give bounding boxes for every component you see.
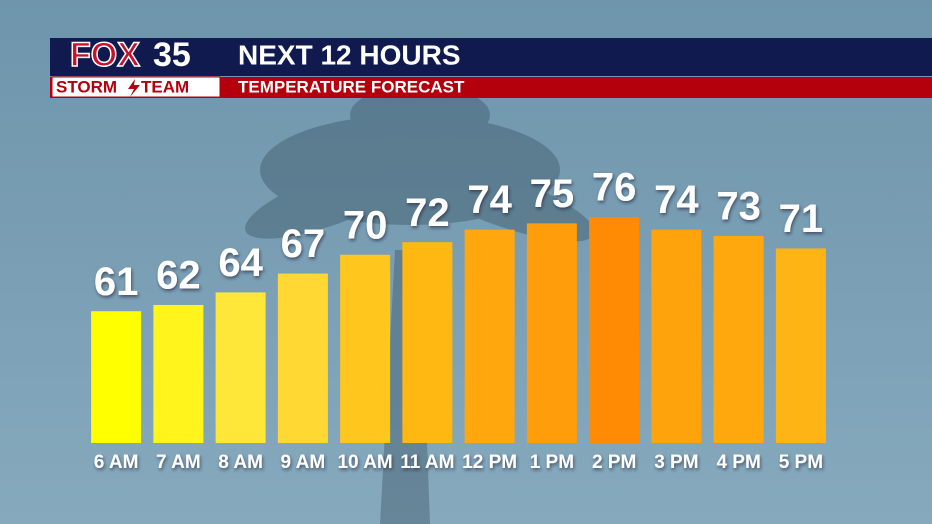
bar [402,242,453,443]
bar [215,292,266,443]
x-tick-label: 11 AM [400,452,454,473]
value-label: 74 [467,178,512,222]
x-tick-label: 6 AM [94,452,139,473]
x-tick-label: 3 PM [654,452,698,473]
value-label: 64 [218,241,263,285]
x-tick-label: 5 PM [779,452,823,473]
x-tick-label: 2 PM [592,452,636,473]
chart-subtitle: TEMPERATURE FORECAST [238,77,465,96]
bar [713,235,764,443]
value-label: 62 [156,254,201,298]
bar [651,229,702,443]
bar [589,217,640,443]
value-label: 76 [592,166,637,210]
x-tick-label: 1 PM [530,452,574,473]
bolt-icon [128,79,140,97]
value-label: 74 [654,178,699,222]
x-tick-label: 12 PM [462,452,517,473]
value-label: 61 [94,260,139,304]
bar [277,273,328,443]
x-tick-label: 9 AM [281,452,326,473]
logo-team-right: TEAM [141,77,189,96]
chart-title: NEXT 12 HOURS [238,39,461,70]
subtitle-bar [50,77,932,98]
x-tick-label: 4 PM [716,452,760,473]
x-tick-label: 7 AM [156,452,201,473]
value-label: 71 [779,197,824,241]
x-tick-label: 10 AM [337,452,392,473]
value-label: 73 [716,184,761,228]
value-label: 67 [281,222,326,266]
bar [340,254,391,443]
logo-box [66,38,216,74]
logo-team-left: STORM [56,77,117,96]
value-label: 72 [405,191,450,235]
logo-brand: FOX [70,36,140,74]
x-tick-label: 8 AM [218,452,263,473]
value-label: 75 [530,172,575,216]
bar [464,229,515,443]
bar [91,311,142,443]
bar [153,304,204,443]
bar [526,223,577,443]
logo-number: 35 [153,36,191,74]
value-label: 70 [343,203,388,247]
bar [775,248,826,443]
